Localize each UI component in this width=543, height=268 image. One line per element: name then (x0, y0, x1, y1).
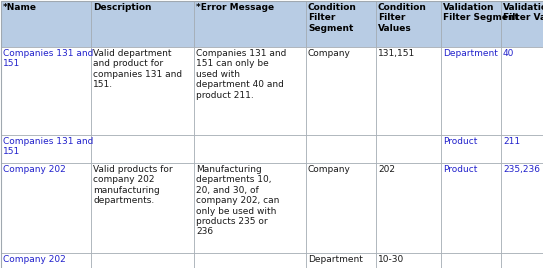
Bar (501, 163, 543, 253)
Text: 10-30: 10-30 (378, 255, 404, 264)
Text: Validation
Filter Values: Validation Filter Values (503, 3, 543, 23)
Text: Product: Product (443, 165, 477, 174)
Bar (194, 135, 306, 163)
Text: Company 202: Company 202 (3, 165, 66, 174)
Bar (194, 1, 306, 47)
Bar (441, 47, 501, 135)
Bar (91, 135, 194, 163)
Text: 131,151: 131,151 (378, 49, 415, 58)
Bar (1, 253, 91, 268)
Bar (376, 163, 441, 253)
Bar (306, 47, 376, 135)
Bar (194, 163, 306, 253)
Bar (501, 253, 543, 268)
Bar (306, 1, 376, 47)
Bar (376, 135, 441, 163)
Text: Companies 131 and
151: Companies 131 and 151 (3, 137, 93, 157)
Bar (441, 1, 501, 47)
Bar (501, 47, 543, 135)
Bar (376, 253, 441, 268)
Text: 211: 211 (503, 137, 520, 146)
Text: Product: Product (443, 137, 477, 146)
Bar (501, 1, 543, 47)
Text: Companies 131 and
151 can only be
used with
department 40 and
product 211.: Companies 131 and 151 can only be used w… (196, 49, 286, 100)
Text: *Name: *Name (3, 3, 37, 12)
Text: Condition
Filter
Values: Condition Filter Values (378, 3, 427, 33)
Bar (306, 163, 376, 253)
Bar (91, 1, 194, 47)
Text: Valid products for
company 202
manufacturing
departments.: Valid products for company 202 manufactu… (93, 165, 173, 205)
Bar (501, 135, 543, 163)
Bar (1, 135, 91, 163)
Bar (194, 47, 306, 135)
Text: Department: Department (443, 49, 498, 58)
Bar (91, 253, 194, 268)
Bar (376, 47, 441, 135)
Bar (441, 163, 501, 253)
Text: Company 202: Company 202 (3, 255, 66, 264)
Bar (441, 135, 501, 163)
Text: *Error Message: *Error Message (196, 3, 274, 12)
Text: Description: Description (93, 3, 151, 12)
Bar (91, 163, 194, 253)
Text: 235,236: 235,236 (503, 165, 540, 174)
Bar (91, 47, 194, 135)
Text: Condition
Filter
Segment: Condition Filter Segment (308, 3, 357, 33)
Bar (376, 1, 441, 47)
Text: Companies 131 and
151: Companies 131 and 151 (3, 49, 93, 68)
Bar (306, 135, 376, 163)
Text: Company: Company (308, 49, 351, 58)
Bar (1, 47, 91, 135)
Text: Department: Department (308, 255, 363, 264)
Bar (194, 253, 306, 268)
Text: Manufacturing
departments 10,
20, and 30, of
company 202, can
only be used with
: Manufacturing departments 10, 20, and 30… (196, 165, 280, 236)
Text: Company: Company (308, 165, 351, 174)
Bar (1, 163, 91, 253)
Text: 40: 40 (503, 49, 514, 58)
Text: Validation
Filter Segment: Validation Filter Segment (443, 3, 519, 23)
Bar (306, 253, 376, 268)
Bar (1, 1, 91, 47)
Text: Valid department
and product for
companies 131 and
151.: Valid department and product for compani… (93, 49, 182, 89)
Text: 202: 202 (378, 165, 395, 174)
Bar (441, 253, 501, 268)
